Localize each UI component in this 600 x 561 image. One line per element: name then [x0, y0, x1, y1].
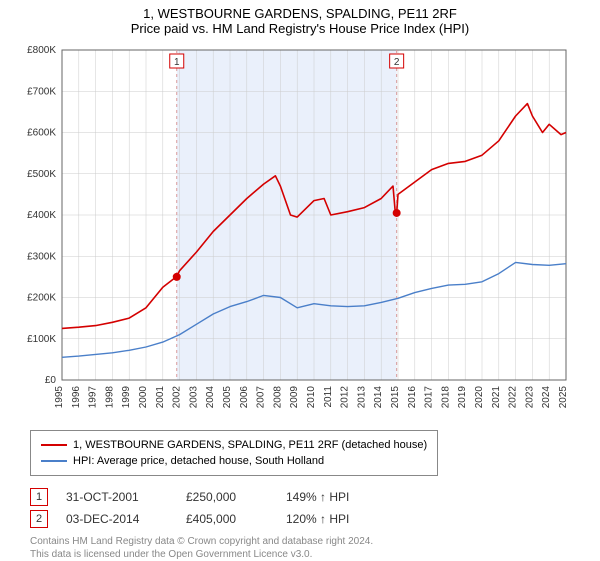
svg-text:1998: 1998 — [104, 386, 115, 409]
svg-text:2006: 2006 — [239, 386, 250, 409]
svg-text:2002: 2002 — [172, 386, 183, 409]
svg-text:2007: 2007 — [256, 386, 267, 409]
svg-text:2020: 2020 — [474, 386, 485, 409]
svg-text:2019: 2019 — [457, 386, 468, 409]
footer-line1: Contains HM Land Registry data © Crown c… — [30, 536, 600, 549]
svg-text:2014: 2014 — [373, 386, 384, 409]
svg-text:£300K: £300K — [27, 251, 56, 262]
transaction-hpi: 149% ↑ HPI — [286, 490, 406, 504]
svg-text:2025: 2025 — [558, 386, 569, 409]
transaction-price: £250,000 — [186, 490, 286, 504]
legend-item: 1, WESTBOURNE GARDENS, SPALDING, PE11 2R… — [41, 437, 427, 453]
svg-text:2021: 2021 — [491, 386, 502, 409]
transaction-hpi: 120% ↑ HPI — [286, 512, 406, 526]
transaction-price: £405,000 — [186, 512, 286, 526]
svg-text:2010: 2010 — [306, 386, 317, 409]
svg-text:2015: 2015 — [390, 386, 401, 409]
svg-text:2018: 2018 — [440, 386, 451, 409]
svg-text:2022: 2022 — [508, 386, 519, 409]
transaction-row: 2 03-DEC-2014£405,000120% ↑ HPI — [30, 508, 600, 530]
svg-text:£400K: £400K — [27, 210, 56, 221]
legend: 1, WESTBOURNE GARDENS, SPALDING, PE11 2R… — [30, 430, 438, 476]
svg-text:1: 1 — [174, 57, 180, 68]
svg-text:2013: 2013 — [356, 386, 367, 409]
legend-label: HPI: Average price, detached house, Sout… — [73, 455, 324, 467]
svg-text:£100K: £100K — [27, 334, 56, 345]
svg-text:2001: 2001 — [155, 386, 166, 409]
svg-text:1996: 1996 — [71, 386, 82, 409]
svg-text:£200K: £200K — [27, 293, 56, 304]
legend-item: HPI: Average price, detached house, Sout… — [41, 453, 427, 469]
svg-text:£700K: £700K — [27, 86, 56, 97]
transaction-date: 03-DEC-2014 — [66, 512, 186, 526]
svg-text:2017: 2017 — [424, 386, 435, 409]
svg-text:1999: 1999 — [121, 386, 132, 409]
svg-text:2016: 2016 — [407, 386, 418, 409]
legend-label: 1, WESTBOURNE GARDENS, SPALDING, PE11 2R… — [73, 439, 427, 451]
svg-text:£0: £0 — [45, 375, 57, 386]
footer-attribution: Contains HM Land Registry data © Crown c… — [30, 536, 600, 561]
svg-text:1997: 1997 — [88, 386, 99, 409]
svg-text:2012: 2012 — [340, 386, 351, 409]
svg-text:2004: 2004 — [205, 386, 216, 409]
svg-text:£800K: £800K — [27, 45, 56, 56]
transaction-date: 31-OCT-2001 — [66, 490, 186, 504]
legend-swatch — [41, 460, 67, 462]
page-subtitle: Price paid vs. HM Land Registry's House … — [0, 21, 600, 42]
transaction-table: 1 31-OCT-2001£250,000149% ↑ HPI 2 03-DEC-20… — [30, 486, 600, 530]
page-title: 1, WESTBOURNE GARDENS, SPALDING, PE11 2R… — [0, 0, 600, 21]
svg-text:1995: 1995 — [54, 386, 65, 409]
transaction-marker-box: 1 — [30, 488, 48, 506]
svg-text:2009: 2009 — [289, 386, 300, 409]
svg-text:2: 2 — [394, 57, 400, 68]
svg-text:2011: 2011 — [323, 386, 334, 408]
footer-line2: This data is licensed under the Open Gov… — [30, 549, 600, 561]
svg-text:2023: 2023 — [524, 386, 535, 409]
svg-text:2003: 2003 — [188, 386, 199, 409]
svg-text:2000: 2000 — [138, 386, 149, 409]
legend-swatch — [41, 444, 67, 446]
svg-text:£500K: £500K — [27, 169, 56, 180]
svg-text:2024: 2024 — [541, 386, 552, 409]
svg-text:2008: 2008 — [272, 386, 283, 409]
svg-text:£600K: £600K — [27, 128, 56, 139]
transaction-marker-box: 2 — [30, 510, 48, 528]
transaction-row: 1 31-OCT-2001£250,000149% ↑ HPI — [30, 486, 600, 508]
svg-text:2005: 2005 — [222, 386, 233, 409]
price-chart: £0 £100K £200K £300K £400K £500K £600K £700K £80… — [18, 44, 578, 422]
